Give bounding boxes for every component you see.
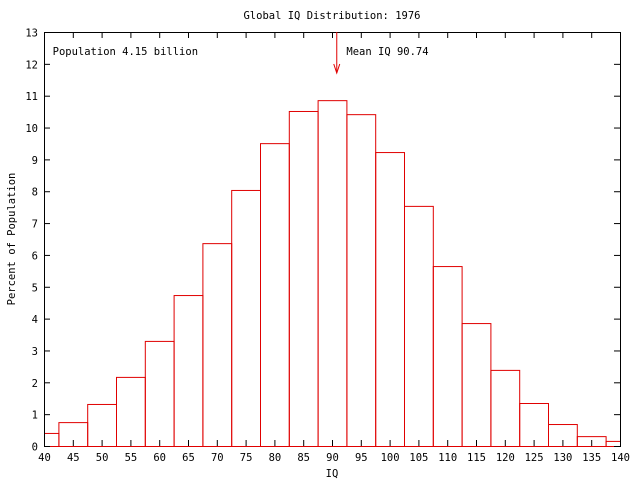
- x-tick-label: 135: [582, 452, 601, 464]
- x-tick-label: 100: [381, 452, 400, 464]
- x-tick-label: 45: [67, 452, 80, 464]
- y-tick-label: 4: [32, 314, 38, 326]
- x-tick-label: 130: [553, 452, 572, 464]
- plot-axes: [44, 32, 621, 447]
- histogram-bars: [44, 100, 621, 448]
- histogram-bar: [144, 340, 175, 447]
- x-tick-label: 80: [269, 452, 282, 464]
- histogram-bar: [202, 243, 233, 447]
- y-tick-label: 2: [32, 378, 38, 390]
- x-tick-label: 110: [438, 452, 457, 464]
- x-tick-label: 40: [38, 452, 51, 464]
- x-tick-label: 75: [240, 452, 253, 464]
- histogram-bar: [231, 189, 261, 448]
- histogram-bar: [173, 295, 204, 447]
- y-tick-label: 10: [25, 123, 38, 135]
- x-axis-ticks: 40 45 50 55 60 65 70 75 80 85 90 95 100 105 110 115 120 1…: [38, 32, 630, 464]
- histogram-bar: [605, 440, 621, 447]
- histogram-bar: [375, 152, 406, 447]
- arrow-head-icon: [333, 63, 341, 75]
- y-tick-label: 8: [32, 187, 38, 199]
- x-tick-label: 115: [467, 452, 486, 464]
- histogram-bar: [461, 323, 492, 448]
- x-tick-label: 55: [125, 452, 138, 464]
- chart-title: Global IQ Distribution: 1976: [243, 10, 420, 22]
- y-tick-label: 13: [25, 28, 38, 40]
- x-tick-label: 60: [153, 452, 166, 464]
- histogram-bar: [490, 369, 521, 447]
- plot-frame: [44, 32, 621, 447]
- histogram-bar: [44, 432, 60, 448]
- y-tick-label: 7: [32, 219, 38, 231]
- x-tick-label: 90: [326, 452, 339, 464]
- y-tick-label: 5: [32, 282, 38, 294]
- y-tick-label: 0: [32, 442, 38, 454]
- annotations: Population 4.15 billion Mean IQ 90.74: [53, 32, 429, 75]
- annotation-label: Population 4.15 billion: [53, 46, 198, 58]
- x-tick-label: 140: [611, 452, 630, 464]
- histogram-bar: [404, 205, 434, 447]
- histogram-bar: [346, 114, 377, 447]
- y-tick-label: 6: [32, 250, 38, 262]
- histogram-bar: [432, 266, 463, 448]
- annotation-label: Mean IQ 90.74: [346, 46, 428, 58]
- x-tick-label: 85: [297, 452, 310, 464]
- histogram-bar: [288, 110, 319, 448]
- histogram-bar: [317, 100, 348, 448]
- x-tick-label: 120: [496, 452, 515, 464]
- x-tick-label: 65: [182, 452, 195, 464]
- x-axis-label: IQ: [326, 468, 339, 480]
- y-tick-label: 3: [32, 346, 38, 358]
- x-tick-label: 95: [355, 452, 368, 464]
- x-tick-label: 125: [525, 452, 544, 464]
- histogram-bar: [116, 376, 146, 448]
- y-tick-label: 11: [25, 91, 38, 103]
- y-axis-label: Percent of Population: [6, 173, 18, 306]
- x-tick-label: 105: [409, 452, 428, 464]
- histogram-bar: [260, 143, 290, 448]
- x-tick-label: 50: [96, 452, 109, 464]
- x-tick-label: 70: [211, 452, 224, 464]
- y-tick-label: 9: [32, 155, 38, 167]
- y-tick-label: 1: [32, 410, 38, 422]
- y-tick-label: 12: [25, 59, 38, 71]
